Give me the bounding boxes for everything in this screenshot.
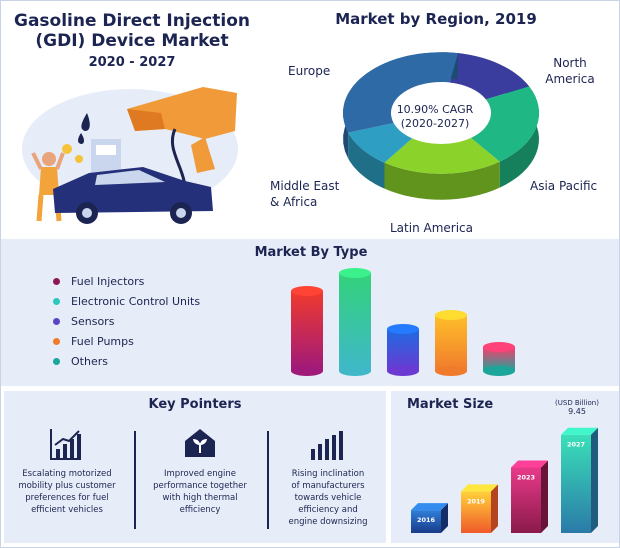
legend-dot (53, 277, 60, 285)
type-bar-others (483, 342, 515, 376)
fuel-car-illustration (22, 87, 238, 224)
region-label-mea: Middle East & Africa (270, 178, 339, 210)
cagr-period: (2020-2027) (400, 117, 470, 130)
size-bar-2019: 2019 (461, 484, 498, 533)
region-label-latin-america: Latin America (390, 221, 473, 235)
title-line-2: (GDI) Device Market (35, 31, 229, 51)
pointer-line: performance together (153, 481, 247, 491)
fuel-pump-screen (96, 145, 116, 155)
region-slice-north-america (449, 53, 530, 113)
legend-item: Fuel Injectors (53, 271, 200, 291)
legend-dot (53, 317, 60, 325)
legend-dot (53, 357, 60, 365)
pointer-line: engine downsizing (288, 517, 368, 527)
region-slice-middle-east-africa (348, 122, 413, 189)
size-bar-2027: 2027 (561, 427, 598, 533)
legend-label: Fuel Injectors (71, 274, 145, 288)
pointer-line: with high thermal (162, 493, 238, 503)
market-size-value: 9.45 (568, 407, 586, 416)
mea-line-1: Middle East (270, 179, 340, 193)
bar-chart-icon (311, 431, 343, 460)
house-plant-icon (185, 429, 215, 457)
legend-label: Sensors (71, 314, 115, 328)
region-label-asia-pacific: Asia Pacific (530, 179, 598, 193)
type-bar-electronic-control-units (339, 268, 371, 376)
region-donut-slices (343, 52, 539, 200)
title-years: 2020 - 2027 (88, 55, 176, 70)
pointer-line: efficient vehicles (31, 505, 103, 515)
pointer-line: preferences for fuel (25, 493, 109, 503)
pointer-line: of manufacturers (291, 481, 365, 491)
legend-dot (53, 297, 60, 305)
pointer-item-1: Escalating motorized mobility plus custo… (11, 468, 123, 516)
size-bar-year-label: 2023 (517, 473, 535, 481)
north-america-line-2: America (545, 72, 595, 86)
size-bar-2023: 2023 (511, 460, 548, 533)
type-bar-fuel-injectors (291, 286, 323, 376)
size-bar-year-label: 2016 (417, 516, 436, 524)
legend-dot (53, 337, 60, 345)
north-america-line-1: North (553, 56, 587, 70)
legend-label: Electronic Control Units (71, 294, 201, 308)
size-bar-year-label: 2019 (467, 497, 486, 505)
pointer-divider (134, 431, 136, 529)
market-by-type-title: Market By Type (254, 245, 368, 260)
cagr-value: 10.90% CAGR (396, 103, 474, 116)
market-size-chart: 2016 2019 2023 2027 (411, 427, 598, 533)
pointer-line: efficiency and (298, 505, 358, 515)
size-bar-2016: 2016 (411, 503, 448, 533)
market-size-unit: (USD Billion) (555, 399, 599, 407)
region-label-north-america: North America (542, 55, 598, 87)
pointer-item-2: Improved engine performance together wit… (144, 468, 256, 516)
growth-chart-icon (50, 429, 81, 460)
region-label-europe: Europe (288, 64, 331, 78)
region-donut-chart (343, 52, 539, 200)
size-bar-year-label: 2027 (567, 441, 585, 449)
key-pointers-panel (4, 391, 386, 543)
region-slice-latin-america (384, 137, 500, 200)
type-bar-fuel-pumps (435, 310, 467, 376)
legend-label: Fuel Pumps (71, 334, 134, 348)
legend-item: Electronic Control Units (53, 291, 200, 311)
pointer-line: towards vehicle (294, 493, 362, 503)
legend-item: Fuel Pumps (53, 331, 200, 351)
pointer-divider (267, 431, 269, 529)
legend-item: Others (53, 351, 200, 371)
pointer-line: efficiency (179, 505, 221, 515)
market-size-title: Market Size (407, 397, 494, 412)
pointer-line: Improved engine (163, 469, 237, 479)
pointer-line: Rising inclination (291, 469, 365, 479)
pointer-line: Escalating motorized (22, 469, 112, 479)
mea-line-2: & Africa (270, 195, 318, 209)
title-block: Gasoline Direct Injection (GDI) Device M… (1, 11, 263, 70)
title-line-1: Gasoline Direct Injection (14, 11, 250, 31)
cagr-label: 10.90% CAGR (2020-2027) (393, 103, 477, 131)
market-by-type-chart (291, 268, 515, 376)
type-legend: Fuel Injectors Electronic Control Units … (53, 271, 200, 371)
pointer-line: mobility plus customer (18, 481, 116, 491)
car-icon (53, 167, 213, 224)
fuel-drop-icon (78, 113, 90, 144)
legend-label: Others (71, 354, 108, 368)
coin-icons (62, 144, 83, 163)
region-slice-europe (343, 52, 459, 159)
region-chart-title: Market by Region, 2019 (335, 10, 537, 28)
legend-item: Sensors (53, 311, 200, 331)
type-bar-sensors (387, 324, 419, 376)
region-slice-asia-pacific (470, 86, 539, 188)
key-pointers-title: Key Pointers (148, 397, 242, 412)
pointer-item-3: Rising inclination of manufacturers towa… (272, 468, 384, 528)
